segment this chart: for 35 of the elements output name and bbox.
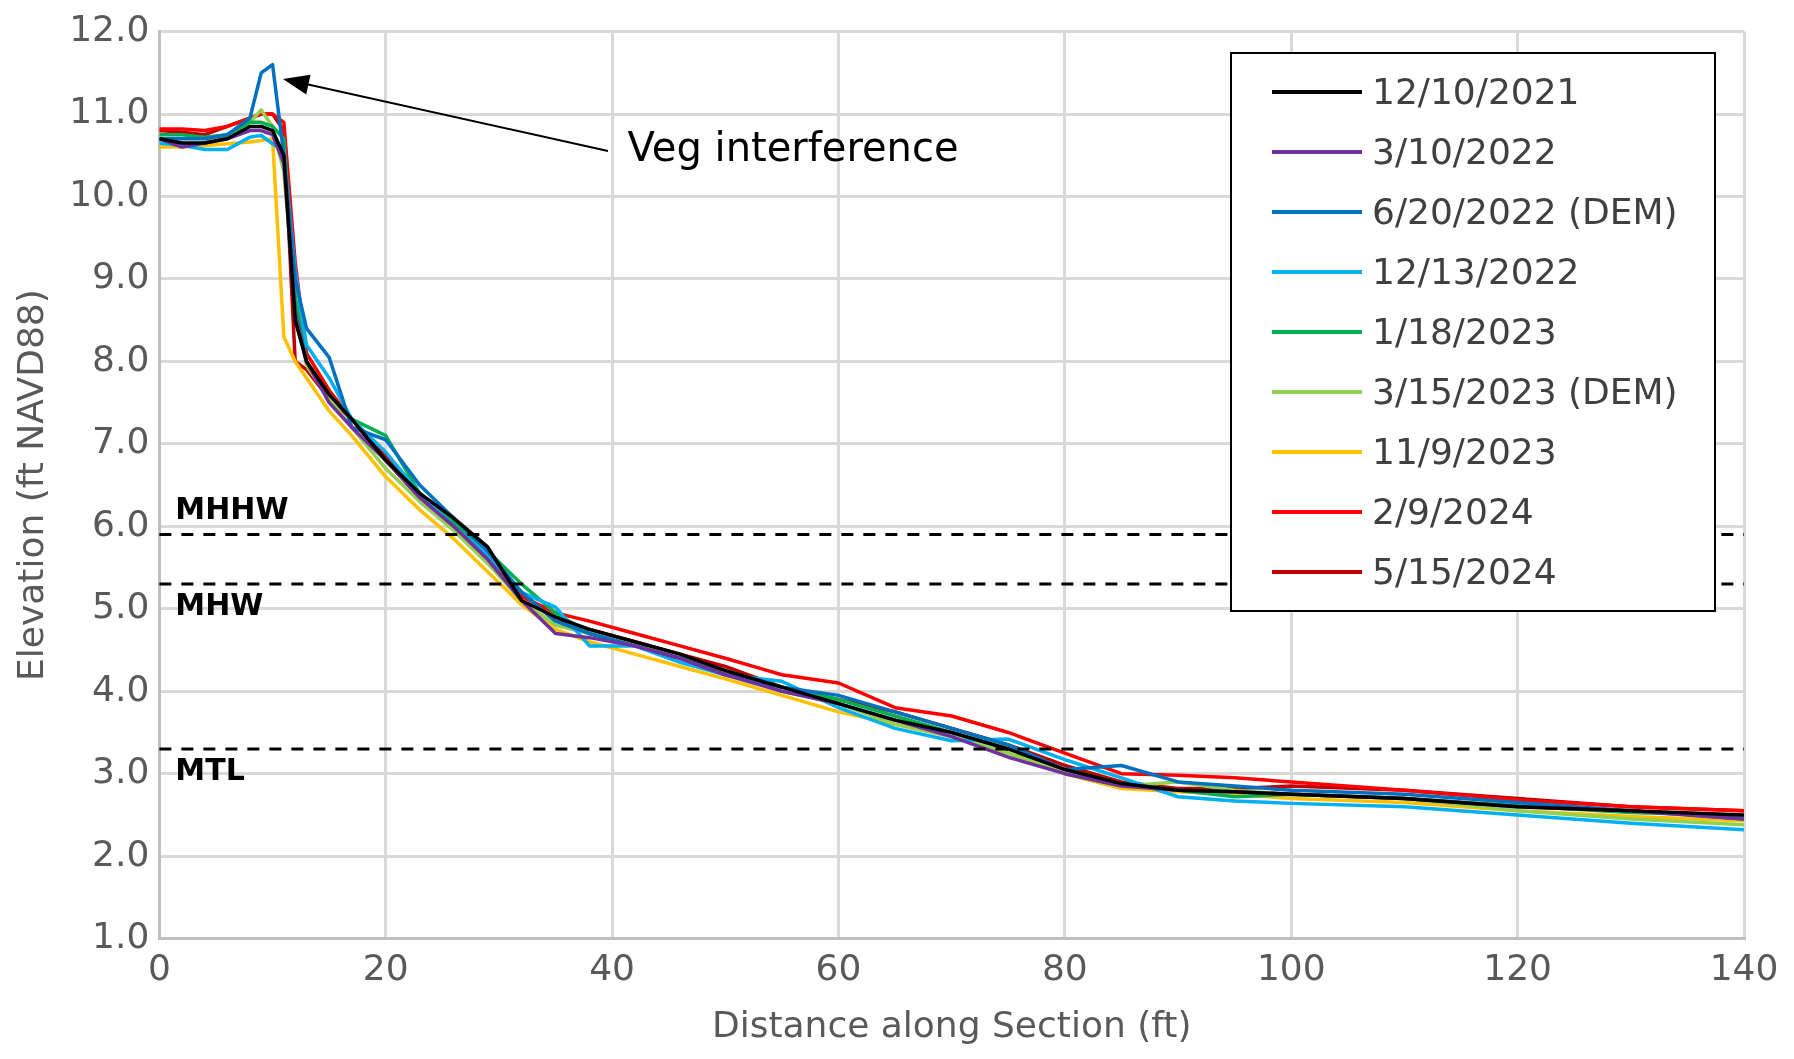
y-tick-label: 3.0 <box>92 750 150 792</box>
legend-label: 12/13/2022 <box>1372 251 1580 293</box>
ref-line-label: MHW <box>175 586 264 622</box>
x-tick-label: 80 <box>1041 946 1088 988</box>
y-tick-label: 7.0 <box>92 420 150 462</box>
ref-line-label: MTL <box>175 751 245 787</box>
x-tick-label: 20 <box>362 946 409 988</box>
legend-label: 3/15/2023 (DEM) <box>1372 371 1678 413</box>
legend-label: 6/20/2022 (DEM) <box>1372 191 1678 233</box>
x-tick-label: 0 <box>147 946 171 988</box>
x-tick-label: 40 <box>589 946 636 988</box>
annotation: Veg interference <box>627 123 959 170</box>
legend-label: 12/10/2021 <box>1372 71 1580 113</box>
legend-label: 11/9/2023 <box>1372 431 1557 473</box>
y-tick-label: 5.0 <box>92 585 150 627</box>
y-tick-label: 9.0 <box>92 255 150 297</box>
x-tick-label: 60 <box>815 946 862 988</box>
x-tick-label: 100 <box>1256 946 1326 988</box>
legend-label: 1/18/2023 <box>1372 311 1557 353</box>
y-tick-label: 12.0 <box>69 7 150 49</box>
y-tick-label: 11.0 <box>69 90 150 132</box>
y-tick-label: 8.0 <box>92 337 150 379</box>
legend-label: 5/15/2024 <box>1372 551 1557 593</box>
x-axis-title: Distance along Section (ft) <box>711 1003 1192 1045</box>
ref-line-label: MHHW <box>175 491 289 527</box>
x-tick-label: 120 <box>1483 946 1552 988</box>
y-tick-label: 1.0 <box>92 914 150 956</box>
legend-label: 3/10/2022 <box>1372 131 1557 173</box>
y-tick-label: 2.0 <box>92 832 150 874</box>
legend-label: 2/9/2024 <box>1372 491 1534 533</box>
y-axis-title: Elevation (ft NAVD88) <box>9 289 51 681</box>
y-tick-label: 4.0 <box>92 667 150 709</box>
y-tick-label: 10.0 <box>69 172 150 214</box>
x-tick-label: 140 <box>1709 946 1779 988</box>
y-tick-label: 6.0 <box>92 502 150 544</box>
